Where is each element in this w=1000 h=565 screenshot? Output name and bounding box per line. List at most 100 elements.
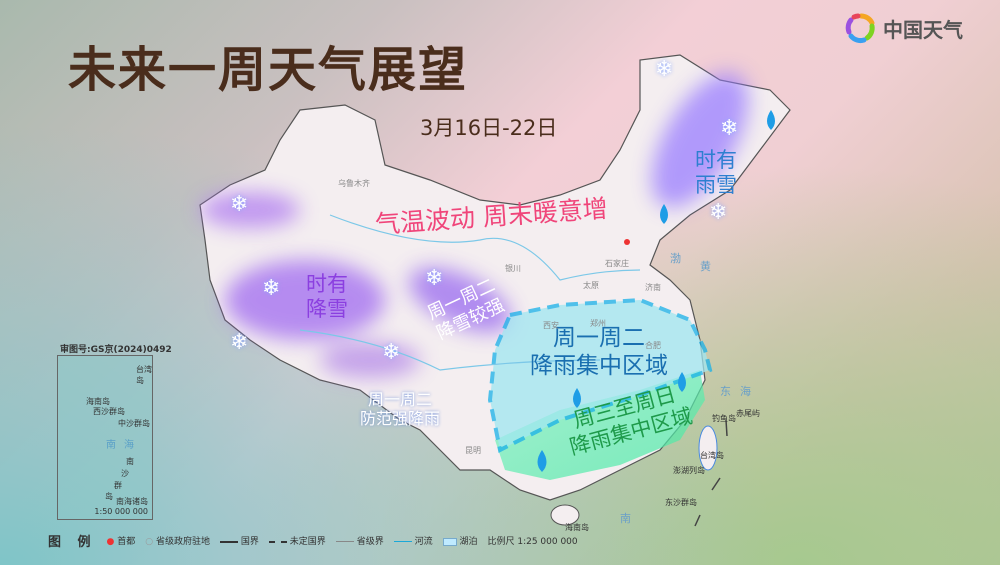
label-line: 周一周二 bbox=[368, 390, 433, 409]
raindrop-icon bbox=[573, 388, 581, 408]
legend-capital: ● 首都 bbox=[107, 534, 136, 547]
legend-text: 未定国界 bbox=[289, 537, 326, 547]
island-label: 东沙群岛 bbox=[665, 498, 697, 507]
raindrop-icon bbox=[537, 450, 547, 472]
ne-snow-label: 时有 雨雪 bbox=[695, 148, 737, 198]
snowflake-icon: ❄ bbox=[655, 57, 674, 82]
inset-place: 海 bbox=[124, 440, 134, 451]
legend-text: 首都 bbox=[117, 537, 136, 547]
island-label: 海南岛 bbox=[565, 523, 589, 532]
heavy-rain-label: 周一周二 防范强降雨 bbox=[360, 390, 440, 428]
island-label: 钓鱼岛 bbox=[712, 414, 736, 423]
legend-river: 河流 bbox=[393, 534, 433, 547]
inset-place: 南 bbox=[106, 440, 116, 451]
city-label: 西安 bbox=[543, 321, 559, 330]
label-line: 降雪 bbox=[306, 297, 348, 322]
legend-scale: 比例尺 1:25 000 000 bbox=[487, 537, 578, 547]
nine-dash-line bbox=[725, 419, 728, 437]
city-label: 乌鲁木齐 bbox=[338, 179, 370, 188]
label-line: 时有 bbox=[306, 272, 348, 296]
legend-undetermined-border: 未定国界 bbox=[268, 534, 326, 547]
snowflake-icon: ❄ bbox=[720, 116, 739, 141]
inset-place: 南 bbox=[126, 457, 134, 466]
border-line-icon bbox=[220, 540, 239, 543]
logo-text: 中国天气 bbox=[883, 17, 963, 42]
lake-icon bbox=[442, 537, 457, 546]
snowflake-icon: ❄ bbox=[230, 192, 249, 217]
label-line: 周一周二 bbox=[553, 325, 645, 351]
inset-place: 岛 bbox=[105, 492, 113, 501]
snowflake-icon: ❄ bbox=[262, 276, 281, 301]
island-label: 赤尾屿 bbox=[736, 409, 760, 418]
yellow-river bbox=[329, 214, 641, 281]
rain-zone-center bbox=[487, 297, 713, 453]
inset-place: 沙 bbox=[121, 469, 129, 478]
city-label: 济南 bbox=[645, 283, 661, 292]
inset-title: 南海诸岛 bbox=[116, 497, 148, 506]
sea-label: 黄 bbox=[700, 260, 711, 273]
snowflake-icon: ❄ bbox=[382, 340, 401, 365]
capital-beijing bbox=[624, 239, 630, 245]
river-line-icon bbox=[393, 541, 412, 542]
dashed-line-icon bbox=[268, 540, 287, 543]
inset-place: 海南岛 bbox=[86, 397, 110, 406]
city-label: 太原 bbox=[583, 281, 599, 290]
west-snow-label: 时有 降雪 bbox=[306, 272, 348, 322]
city-label: 石家庄 bbox=[605, 259, 629, 268]
map-legend: 图 例 ● 首都 ○ 省级政府驻地 国界 未定国界 省级界 河流 湖泊 比例尺 … bbox=[48, 531, 578, 550]
legend-text: 湖泊 bbox=[459, 537, 478, 547]
snow-zone-tibet bbox=[225, 260, 385, 340]
legend-lake: 湖泊 bbox=[442, 534, 478, 547]
snowflake-icon: ❄ bbox=[709, 200, 728, 225]
sea-label: 渤 bbox=[670, 252, 681, 265]
inset-place: 中沙群岛 bbox=[118, 419, 150, 428]
inset-scale: 1:50 000 000 bbox=[94, 507, 148, 516]
raindrop-icons bbox=[537, 110, 775, 472]
inset-caption: 南海诸岛 1:50 000 000 bbox=[94, 496, 148, 516]
legend-national-border: 国界 bbox=[220, 534, 259, 547]
raindrop-icon bbox=[678, 372, 686, 392]
rain-zone-south bbox=[495, 370, 705, 480]
label-line: 时有 bbox=[695, 148, 737, 172]
label-line: 雨雪 bbox=[695, 173, 737, 198]
sea-label: 南 bbox=[620, 512, 631, 525]
city-label: 昆明 bbox=[465, 446, 481, 455]
sea-label: 海 bbox=[740, 385, 751, 398]
inset-place: 群 bbox=[114, 481, 122, 490]
label-line: 降雨集中区域 bbox=[530, 352, 668, 379]
nine-dash-line bbox=[711, 477, 721, 491]
inset-place: 西沙群岛 bbox=[93, 407, 125, 416]
city-label: 郑州 bbox=[590, 319, 606, 328]
provincial-capital-icon: ○ bbox=[145, 537, 154, 547]
inset-place: 台湾岛 bbox=[136, 365, 152, 385]
legend-provincial-capital: ○ 省级政府驻地 bbox=[145, 534, 210, 547]
logo-icon bbox=[845, 13, 875, 43]
legend-heading: 图 例 bbox=[48, 535, 97, 550]
capital-icon: ● bbox=[106, 537, 115, 547]
approval-number: 审图号:GS京(2024)0492 bbox=[60, 345, 172, 355]
legend-text: 省级政府驻地 bbox=[156, 537, 211, 547]
sea-label: 东 bbox=[720, 385, 731, 398]
snow-zone-qinghai bbox=[409, 267, 511, 333]
raindrop-icon bbox=[767, 110, 775, 130]
city-label: 银川 bbox=[505, 264, 521, 273]
label-line: 防范强降雨 bbox=[360, 409, 441, 429]
snowflake-icon: ❄ bbox=[425, 266, 444, 291]
legend-text: 国界 bbox=[240, 537, 259, 547]
legend-provincial-border: 省级界 bbox=[335, 534, 384, 547]
snow-zone-nw bbox=[200, 192, 300, 228]
snow-zone-sw bbox=[320, 342, 420, 378]
page-title: 未来一周天气展望 bbox=[68, 42, 469, 98]
legend-text: 省级界 bbox=[356, 537, 384, 547]
nine-dash-line bbox=[694, 514, 701, 527]
yangtze-river bbox=[299, 329, 601, 371]
taiwan-island bbox=[698, 425, 718, 471]
thin-line-icon bbox=[335, 541, 354, 542]
city-label: 合肥 bbox=[645, 341, 661, 350]
snow-zone-ne bbox=[651, 72, 749, 208]
south-china-sea-inset: 台湾岛 海南岛 西沙群岛 中沙群岛 南 海 南 沙 群 岛 南海诸岛 1:50 0… bbox=[57, 355, 153, 520]
island-label: 台湾岛 bbox=[700, 451, 724, 460]
date-range: 3月16日-22日 bbox=[420, 116, 558, 140]
raindrop-icon bbox=[660, 204, 668, 224]
